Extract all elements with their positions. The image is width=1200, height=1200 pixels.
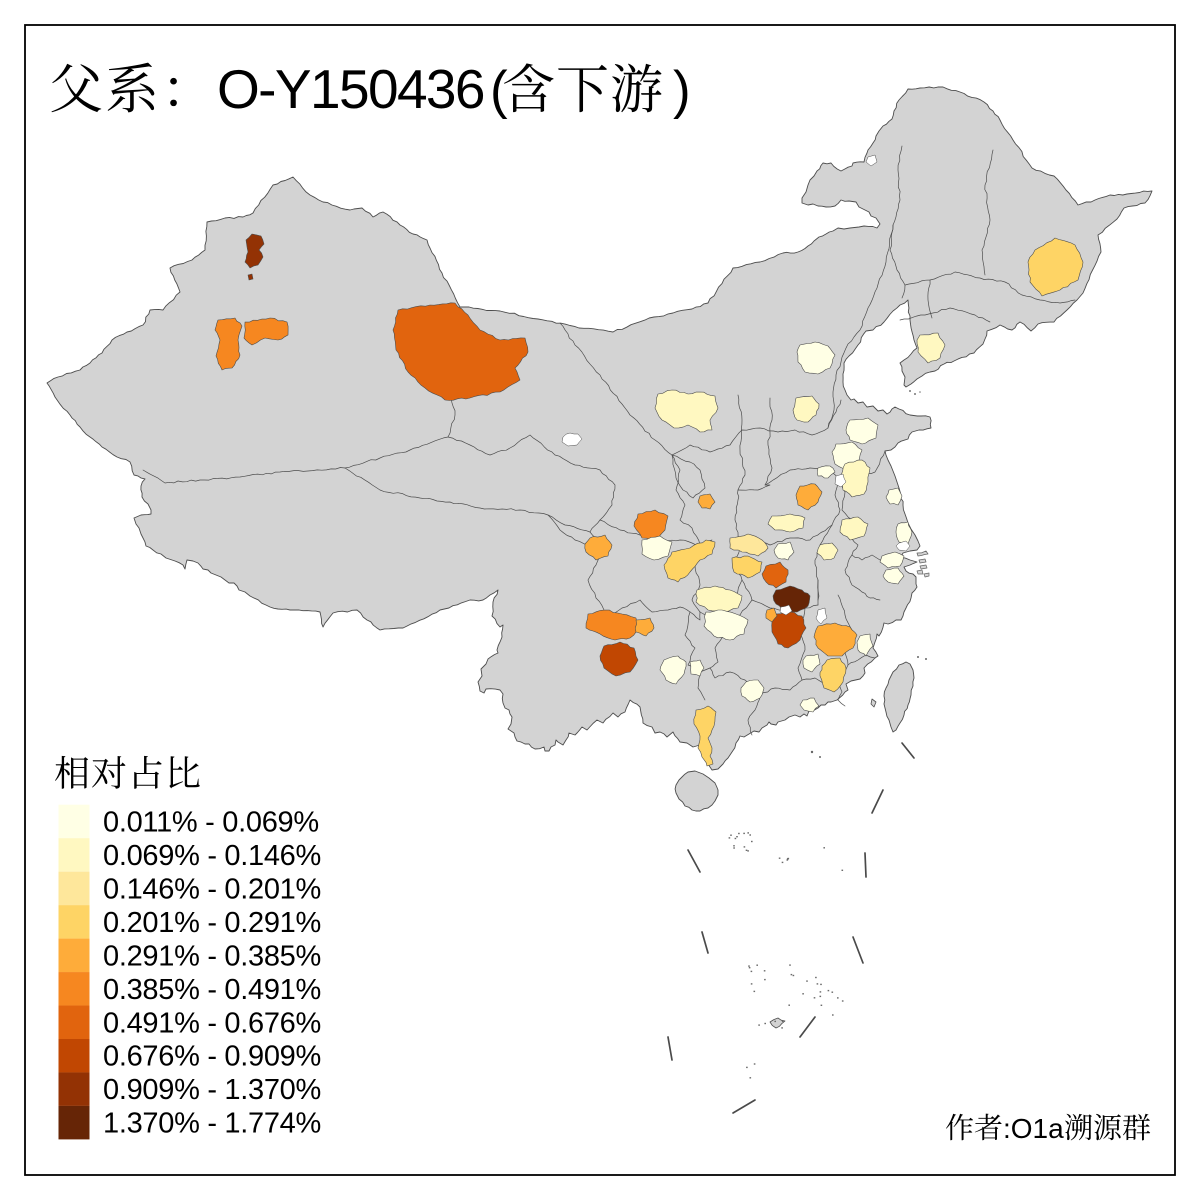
- svg-text::O1a: :O1a: [1003, 1113, 1064, 1144]
- svg-text:0.201% - 0.291%: 0.201% - 0.291%: [103, 907, 321, 939]
- svg-text:0.909% - 1.370%: 0.909% - 1.370%: [103, 1074, 321, 1106]
- svg-text:0.676% - 0.909%: 0.676% - 0.909%: [103, 1041, 321, 1073]
- svg-text:0.291% - 0.385%: 0.291% - 0.385%: [103, 940, 321, 972]
- svg-text:0.069% - 0.146%: 0.069% - 0.146%: [103, 840, 321, 872]
- svg-text:0.385% - 0.491%: 0.385% - 0.491%: [103, 974, 321, 1006]
- svg-text:(: (: [490, 61, 508, 120]
- svg-text:): ): [673, 61, 691, 120]
- svg-text:0.491% - 0.676%: 0.491% - 0.676%: [103, 1007, 321, 1039]
- svg-text:1.370% - 1.774%: 1.370% - 1.774%: [103, 1108, 321, 1140]
- svg-text:0.146% - 0.201%: 0.146% - 0.201%: [103, 873, 321, 905]
- svg-text:0.011% - 0.069%: 0.011% - 0.069%: [103, 806, 319, 838]
- svg-text:O-Y150436: O-Y150436: [217, 58, 484, 120]
